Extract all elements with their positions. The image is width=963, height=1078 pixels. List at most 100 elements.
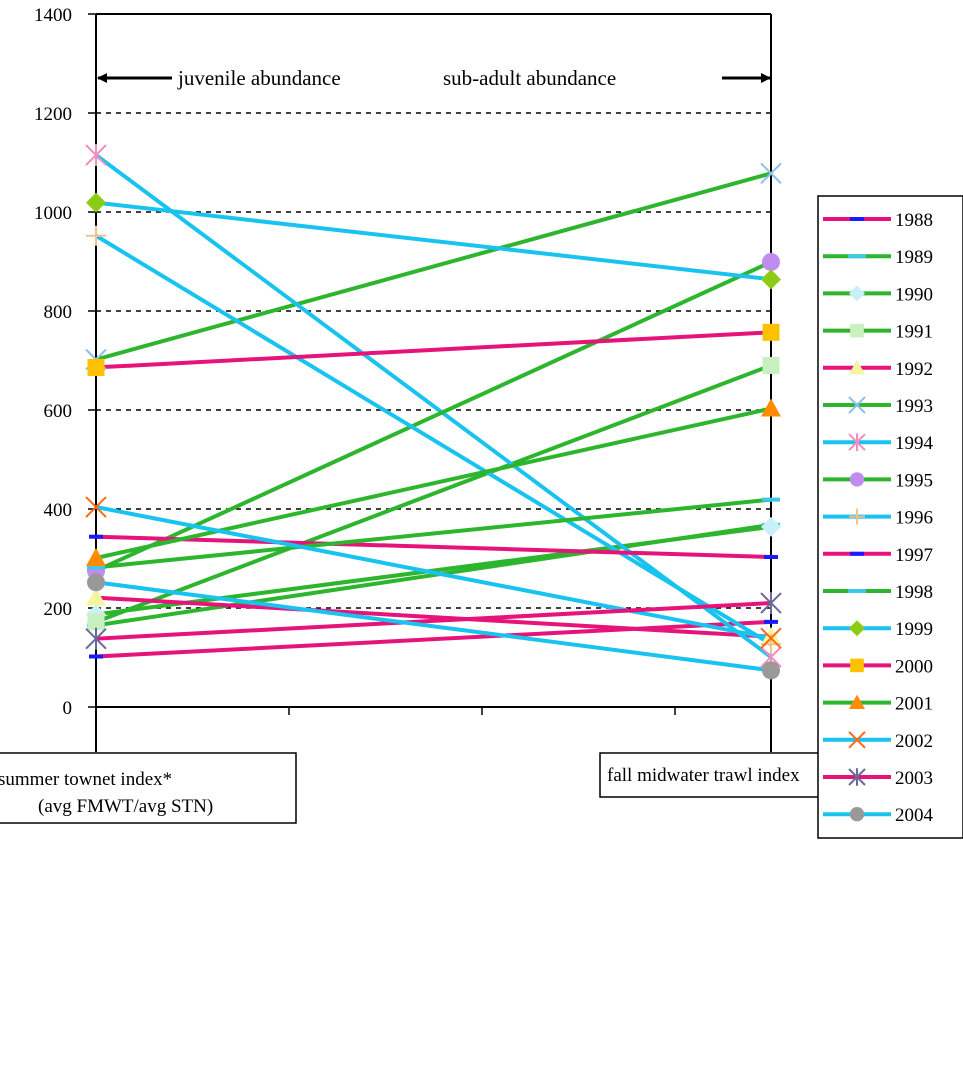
- point-2000-subadult: [762, 323, 780, 341]
- legend-label-2000: 2000: [895, 656, 933, 677]
- legend-marker-2002: [848, 731, 866, 749]
- legend-label-1995: 1995: [895, 470, 933, 491]
- series-line-1995: [95, 260, 772, 573]
- y-tick-label-600: 600: [44, 401, 73, 422]
- legend-entry-1992: 1992: [823, 359, 933, 380]
- series-line-2003: [95, 601, 772, 641]
- legend-label-1990: 1990: [895, 284, 933, 305]
- legend-entry-1989: 1989: [823, 247, 933, 268]
- legend-label-1992: 1992: [895, 359, 933, 380]
- legend-label-1997: 1997: [895, 545, 933, 566]
- legend-marker-1992: [849, 359, 865, 375]
- legend-entry-1994: 1994: [823, 433, 934, 454]
- left-arrow-label: juvenile abundance: [177, 66, 341, 90]
- y-tick-label-1400: 1400: [34, 5, 72, 26]
- point-2004-subadult: [762, 661, 780, 680]
- point-1991-juvenile: [87, 613, 105, 631]
- legend-label-1999: 1999: [895, 619, 933, 640]
- legend-entry-1993: 1993: [823, 396, 933, 417]
- point-2001-juvenile: [86, 548, 106, 567]
- legend-entry-2002: 2002: [823, 731, 933, 752]
- right-arrow-label: sub-adult abundance: [443, 66, 616, 90]
- point-1994-juvenile: [85, 144, 107, 167]
- point-2002-juvenile: [85, 496, 107, 518]
- legend-entry-1991: 1991: [823, 322, 933, 343]
- legend: 1988 1989 1990 1991 1992 1993 1994 1995 1996 1997…: [817, 195, 963, 839]
- x-label-left-line2: (avg FMWT/avg STN): [38, 796, 213, 817]
- series-line-1996: [94, 234, 773, 646]
- legend-entry-1990: 1990: [823, 284, 933, 305]
- point-2003-juvenile: [85, 627, 107, 650]
- point-1999-subadult: [761, 269, 781, 290]
- legend-marker-1993: [848, 396, 866, 414]
- series-line-2002: [95, 505, 772, 641]
- legend-entry-1997: 1997: [823, 545, 933, 566]
- point-2002-subadult: [760, 627, 782, 649]
- series-line-1994: [94, 153, 773, 659]
- y-tick-label-800: 800: [44, 302, 73, 323]
- point-1992-juvenile: [86, 587, 106, 606]
- legend-marker-1999: [849, 620, 865, 637]
- point-2004-juvenile: [87, 573, 105, 592]
- y-tick-label-1000: 1000: [34, 203, 72, 224]
- point-1996-juvenile: [86, 225, 106, 246]
- series-line-1992: [95, 595, 772, 639]
- point-1995-subadult: [762, 252, 780, 271]
- series-lines: [94, 153, 773, 673]
- point-1999-juvenile: [86, 192, 106, 213]
- legend-label-1989: 1989: [895, 247, 933, 268]
- legend-entry-1996: 1996: [823, 508, 933, 529]
- series-line-2001: [95, 406, 772, 560]
- y-axis-ticks: 0 200 400 600 800 1000 1200 1400: [34, 5, 96, 719]
- series-line-1998: [95, 497, 772, 570]
- series-line-1991: [95, 363, 772, 624]
- legend-marker-2004: [849, 807, 865, 822]
- legend-marker-1994: [848, 433, 866, 451]
- point-1993-subadult: [760, 162, 782, 185]
- point-2001-subadult: [761, 398, 781, 417]
- series-line-2000: [95, 330, 772, 370]
- y-tick-label-400: 400: [44, 500, 73, 521]
- legend-label-2003: 2003: [895, 768, 933, 789]
- y-tick-label-0: 0: [63, 698, 73, 719]
- series-line-1993: [95, 171, 772, 362]
- legend-marker-1991: [850, 323, 864, 338]
- legend-entry-1995: 1995: [823, 470, 933, 491]
- point-1990-subadult: [761, 516, 781, 537]
- legend-label-1996: 1996: [895, 508, 933, 529]
- legend-entry-1998: 1998: [823, 582, 933, 603]
- legend-label-2004: 2004: [895, 805, 934, 826]
- legend-label-1991: 1991: [895, 322, 933, 343]
- y-tick-label-1200: 1200: [34, 104, 72, 125]
- legend-label-2002: 2002: [895, 731, 933, 752]
- legend-entry-2000: 2000: [823, 656, 933, 677]
- legend-marker-1996: [849, 508, 865, 525]
- legend-entry-2003: 2003: [823, 768, 933, 789]
- y-tick-label-200: 200: [44, 599, 73, 620]
- legend-marker-1995: [849, 472, 865, 487]
- legend-label-1993: 1993: [895, 396, 933, 417]
- annotations: juvenile abundance sub-adult abundance: [97, 66, 771, 90]
- legend-marker-1990: [849, 285, 865, 302]
- legend-entry-2004: 2004: [823, 805, 934, 826]
- point-2003-subadult: [760, 592, 782, 615]
- legend-entry-1999: 1999: [823, 619, 933, 640]
- point-1991-subadult: [762, 356, 780, 374]
- legend-marker-2001: [849, 694, 865, 709]
- legend-entry-2001: 2001: [823, 694, 933, 715]
- legend-entry-1988: 1988: [823, 210, 933, 231]
- series-line-1999: [95, 200, 772, 282]
- x-label-right: fall midwater trawl index: [607, 765, 800, 786]
- legend-label-1994: 1994: [895, 433, 934, 454]
- legend-marker-2000: [850, 658, 864, 673]
- legend-label-2001: 2001: [895, 694, 933, 715]
- legend-label-1998: 1998: [895, 582, 933, 603]
- series-line-1997: [95, 534, 772, 560]
- series-line-2004: [95, 580, 772, 673]
- x-label-left-line1: summer townet index*: [0, 769, 172, 790]
- axes: [95, 13, 772, 752]
- legend-label-1988: 1988: [895, 210, 933, 231]
- point-2000-juvenile: [87, 358, 105, 376]
- series-markers: [85, 144, 782, 680]
